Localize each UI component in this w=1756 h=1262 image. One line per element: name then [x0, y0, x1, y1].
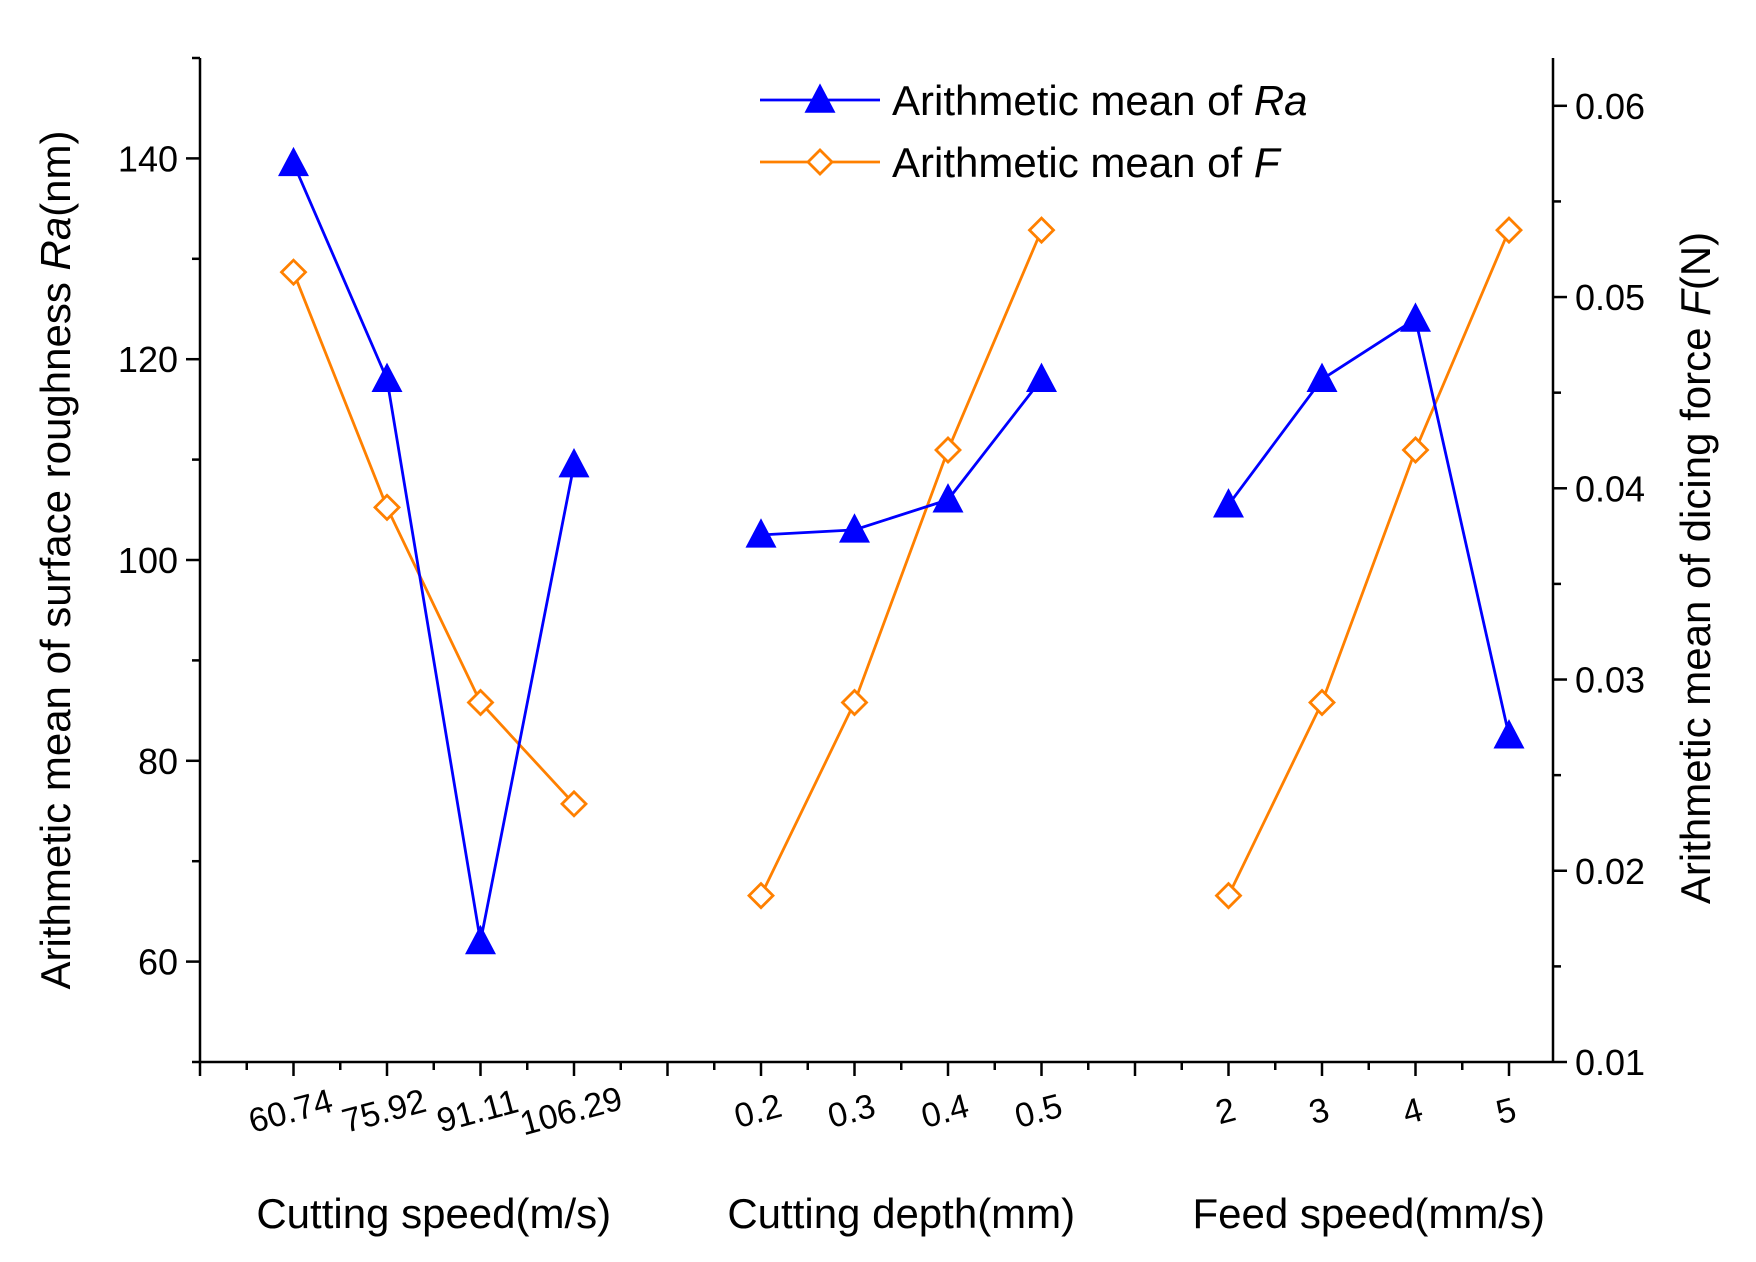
triangle-marker	[839, 513, 870, 543]
diamond-marker	[1214, 881, 1243, 910]
legend-label: Arithmetic mean of Ra	[892, 77, 1308, 124]
series-line	[760, 378, 1043, 537]
x-tick-label: 0.2	[730, 1087, 785, 1136]
triangle-marker	[745, 518, 777, 548]
triangle-marker	[465, 924, 496, 955]
diamond-marker	[560, 789, 588, 818]
x-tick-label: 4	[1399, 1091, 1427, 1133]
left-tick-label: 80	[138, 741, 178, 782]
x-tick-label: 0.3	[824, 1087, 879, 1136]
triangle-marker	[804, 83, 836, 113]
x-tick-label: 91.11	[433, 1082, 523, 1140]
left-tick-label: 100	[118, 540, 178, 581]
diamond-marker	[806, 148, 834, 176]
triangle-marker	[278, 146, 309, 177]
triangle-marker	[558, 448, 590, 478]
right-tick-label: 0.02	[1575, 851, 1645, 892]
left-tick-label: 120	[118, 339, 178, 380]
legend-label: Arithmetic mean of F	[892, 139, 1282, 186]
x-tick-label: 75.92	[338, 1082, 430, 1141]
series-line	[292, 162, 576, 942]
diamond-marker	[1401, 436, 1430, 465]
left-tick-label: 140	[118, 138, 178, 179]
diamond-marker	[1495, 216, 1523, 245]
diamond-marker	[934, 436, 962, 465]
triangle-marker	[932, 483, 964, 513]
right-tick-label: 0.05	[1575, 277, 1645, 318]
legend: Arithmetic mean of Ra Arithmetic mean of …	[760, 77, 1308, 186]
triangle-marker	[1213, 488, 1244, 518]
axes: 60 80 100 120 140 0.01 0.02 0.03 0.04 0.05 0.06 60.…	[32, 56, 1719, 1237]
diamond-marker	[1308, 688, 1336, 717]
x-tick-label: 0.4	[917, 1087, 972, 1136]
x-group-label: Cutting depth(mm)	[727, 1190, 1075, 1237]
x-group-label: Cutting speed(m/s)	[256, 1190, 611, 1237]
left-tick-label: 60	[138, 942, 178, 983]
x-tick-label: 2	[1212, 1091, 1240, 1133]
left-axis-title: Arithmetic mean of surface roughness Ra(…	[32, 130, 79, 989]
triangle-marker	[1026, 362, 1057, 393]
right-tick-label: 0.04	[1575, 468, 1645, 509]
right-tick-label: 0.06	[1575, 86, 1645, 127]
triangle-marker	[1493, 719, 1525, 749]
series-line	[1227, 229, 1511, 897]
series-layer	[278, 146, 1525, 955]
right-tick-label: 0.01	[1575, 1042, 1645, 1083]
triangle-marker	[1306, 362, 1338, 393]
triangle-marker	[1400, 302, 1431, 332]
diamond-marker	[373, 493, 401, 522]
diamond-marker	[1027, 216, 1056, 245]
right-tick-label: 0.03	[1575, 660, 1645, 701]
x-tick-label: 0.5	[1011, 1087, 1066, 1136]
right-axis-title: Arithmetic mean of dicing force F(N)	[1672, 232, 1719, 904]
diamond-marker	[466, 688, 495, 717]
x-tick-label: 106.29	[516, 1080, 626, 1144]
triangle-marker	[371, 362, 403, 393]
series-line	[759, 229, 1043, 897]
diamond-marker	[840, 688, 869, 717]
series-line	[292, 271, 576, 805]
x-tick-label: 3	[1305, 1091, 1333, 1133]
x-tick-label: 5	[1492, 1091, 1520, 1133]
x-tick-label: 60.74	[245, 1082, 337, 1141]
diamond-marker	[747, 881, 775, 910]
x-group-label: Feed speed(mm/s)	[1193, 1190, 1545, 1237]
diamond-marker	[279, 258, 308, 287]
series-line	[1227, 316, 1511, 737]
